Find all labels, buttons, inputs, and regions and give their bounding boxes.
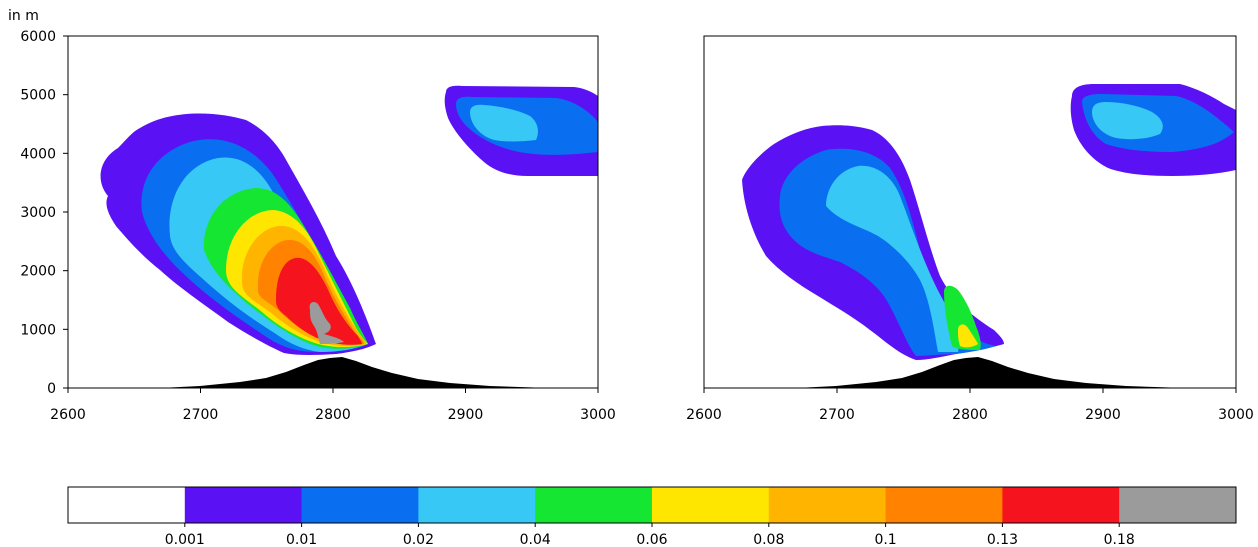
left-y-tick-label: 6000 bbox=[20, 29, 56, 45]
colorbar-level-label: 0.1 bbox=[874, 532, 896, 547]
right-terrain bbox=[704, 357, 1186, 388]
left-y-tick-label: 3000 bbox=[20, 205, 56, 221]
left-plume-band-0.18 bbox=[309, 302, 344, 344]
colorbar-swatches bbox=[68, 487, 1237, 523]
right-x-tick-label: 2700 bbox=[819, 407, 855, 423]
right-axes: 2600 2700 2800 2900 3000 bbox=[686, 388, 1254, 423]
colorbar-level-label: 0.04 bbox=[520, 532, 551, 547]
colorbar-swatch bbox=[301, 487, 419, 523]
left-plume-band-0.13 bbox=[276, 257, 362, 345]
right-x-tick-label: 2800 bbox=[952, 407, 988, 423]
left-x-tick-label: 2800 bbox=[315, 407, 351, 423]
colorbar-labels: 0.001 0.01 0.02 0.04 0.06 0.08 0.1 0.13 0.18 bbox=[165, 523, 1135, 547]
colorbar-level-label: 0.01 bbox=[286, 532, 317, 547]
left-terrain bbox=[68, 357, 550, 388]
left-y-tick-label: 5000 bbox=[20, 88, 56, 104]
colorbar-swatch bbox=[652, 487, 770, 523]
left-y-tick-label: 1000 bbox=[20, 322, 56, 338]
left-x-tick-label: 2900 bbox=[448, 407, 484, 423]
left-y-tick-label: 4000 bbox=[20, 146, 56, 162]
left-x-tick-label: 2600 bbox=[50, 407, 86, 423]
left-axes: 2600 2700 2800 2900 3000 0 1000 2000 3000 4000 500… bbox=[20, 29, 615, 423]
left-y-tick-label: 0 bbox=[47, 381, 56, 397]
right-x-tick-label: 3000 bbox=[1218, 407, 1254, 423]
right-x-tick-label: 2900 bbox=[1085, 407, 1121, 423]
colorbar-level-label: 0.001 bbox=[165, 532, 205, 547]
left-x-tick-label: 2700 bbox=[183, 407, 219, 423]
left-upper-band-0.02 bbox=[470, 104, 538, 142]
right-upper-band-0.02 bbox=[1092, 102, 1163, 140]
colorbar: 0.001 0.01 0.02 0.04 0.06 0.08 0.1 0.13 0.18 bbox=[67, 486, 1237, 547]
colorbar-swatch bbox=[1119, 487, 1237, 523]
left-contour-fills bbox=[68, 85, 598, 388]
left-contour-panel: 2600 2700 2800 2900 3000 0 1000 2000 3000 4000 500… bbox=[20, 29, 615, 423]
right-contour-fills bbox=[704, 84, 1236, 388]
right-x-tick-label: 2600 bbox=[686, 407, 722, 423]
colorbar-swatch bbox=[184, 487, 303, 523]
colorbar-swatch bbox=[418, 487, 536, 523]
colorbar-level-label: 0.13 bbox=[987, 532, 1018, 547]
right-plume-band-0.02 bbox=[826, 165, 960, 352]
colorbar-swatch bbox=[1002, 487, 1120, 523]
right-plume-band-0.06 bbox=[958, 324, 978, 348]
left-y-tick-label: 2000 bbox=[20, 264, 56, 280]
colorbar-swatch bbox=[68, 487, 186, 523]
left-x-tick-label: 3000 bbox=[580, 407, 616, 423]
right-contour-panel: 2600 2700 2800 2900 3000 bbox=[686, 35, 1254, 423]
colorbar-level-label: 0.06 bbox=[636, 532, 667, 547]
colorbar-level-label: 0.02 bbox=[403, 532, 434, 547]
colorbar-swatch bbox=[535, 487, 653, 523]
colorbar-swatch bbox=[885, 487, 1003, 523]
y-unit-label: in m bbox=[8, 8, 39, 24]
colorbar-level-label: 0.08 bbox=[753, 532, 784, 547]
colorbar-level-label: 0.18 bbox=[1104, 532, 1135, 547]
colorbar-swatch bbox=[768, 487, 887, 523]
